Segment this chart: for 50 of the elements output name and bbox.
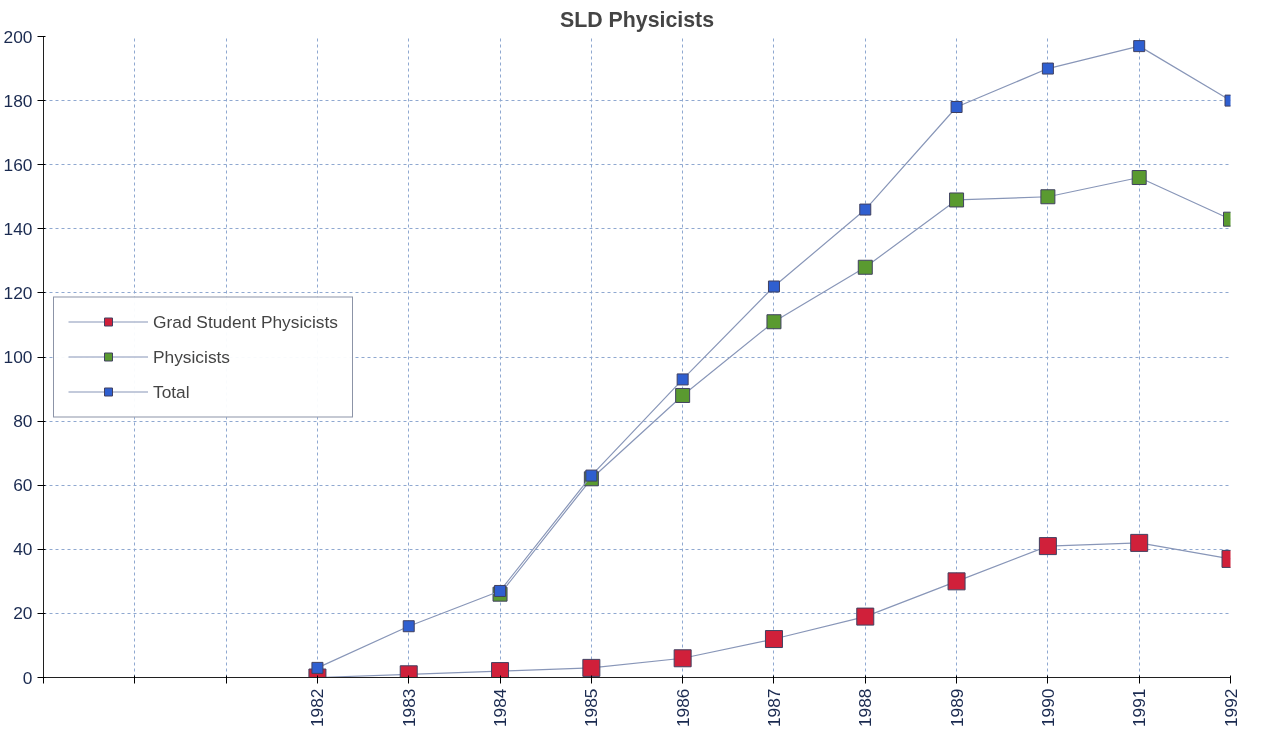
- point: [491, 662, 510, 678]
- x-tick-label: 1986: [672, 688, 693, 728]
- point: [494, 584, 507, 597]
- point: [311, 661, 324, 674]
- x-tick-label: 1983: [398, 688, 419, 728]
- point: [950, 101, 963, 114]
- y-tick-label: 180: [3, 90, 33, 111]
- y-tick-label: 140: [3, 218, 33, 239]
- y-tick-label: 160: [3, 154, 33, 175]
- point: [402, 620, 415, 633]
- point: [673, 649, 692, 668]
- point: [1130, 533, 1149, 552]
- y-tick-label: 0: [22, 667, 33, 688]
- point: [582, 658, 601, 677]
- legend-label: Total: [153, 381, 190, 402]
- point: [857, 259, 873, 275]
- x-tick-label: 1990: [1037, 688, 1058, 728]
- y-tick-label: 200: [3, 26, 33, 47]
- y-tick-label: 80: [13, 411, 33, 432]
- x-tick-label: 1989: [946, 688, 967, 728]
- point: [676, 373, 689, 386]
- point: [1040, 189, 1056, 205]
- legend-label: Physicists: [153, 346, 231, 367]
- x-tick-label: 1982: [307, 688, 328, 728]
- legend-label: Grad Student Physicists: [153, 311, 338, 332]
- point: [947, 572, 966, 591]
- point: [675, 387, 691, 403]
- y-tick-label: 40: [13, 539, 33, 560]
- point: [949, 192, 965, 208]
- point: [856, 607, 875, 626]
- point: [764, 630, 783, 649]
- y-tick-label: 100: [3, 347, 33, 367]
- chart-title: SLD Physicists: [559, 7, 715, 32]
- y-tick-label: 60: [13, 475, 33, 496]
- point: [767, 280, 780, 293]
- x-tick-label: 1992: [1220, 688, 1241, 728]
- point: [859, 203, 872, 216]
- point: [1038, 537, 1057, 556]
- point: [1131, 170, 1147, 186]
- x-tick-label: 1987: [763, 688, 784, 728]
- x-tick-label: 1985: [581, 688, 602, 728]
- y-tick-label: 120: [3, 282, 33, 303]
- point: [1133, 40, 1146, 53]
- x-tick-label: 1991: [1129, 688, 1150, 728]
- x-tick-label: 1984: [490, 688, 511, 728]
- point: [1041, 62, 1054, 75]
- y-tick-label: 20: [13, 603, 33, 624]
- x-tick-label: 1988: [855, 688, 876, 728]
- point: [766, 314, 782, 330]
- point: [585, 469, 598, 482]
